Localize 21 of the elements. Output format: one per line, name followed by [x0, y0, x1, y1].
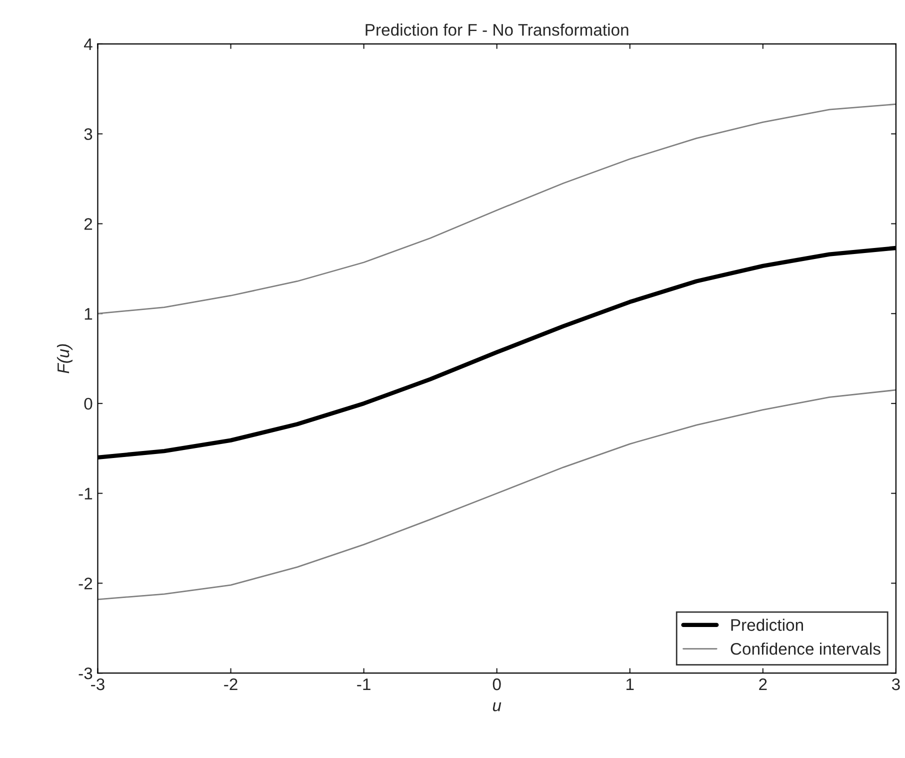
line-series: [98, 103, 896, 314]
y-tick-label: 3: [84, 128, 92, 140]
x-tick-label: 2: [759, 678, 767, 690]
legend-label: Prediction: [731, 618, 803, 631]
x-tick-label: 0: [492, 678, 501, 690]
legend-label: Confidence intervals: [730, 642, 880, 655]
y-tick-label: 2: [84, 218, 92, 230]
y-tick-label: 1: [84, 308, 92, 320]
x-axis-title: u: [492, 702, 502, 712]
y-tick-label: 0: [84, 398, 92, 410]
y-tick-label: -2: [78, 578, 92, 590]
x-tick-label: -1: [357, 678, 370, 690]
x-tick-label: 1: [626, 678, 634, 690]
y-tick-label: -3: [78, 668, 92, 680]
y-axis-title: F(u): [56, 344, 72, 374]
y-tick-label: 4: [84, 38, 92, 50]
y-tick-label: -1: [78, 488, 92, 500]
chart-title: Prediction for F - No Transformation: [366, 24, 628, 36]
x-tick-label: 3: [892, 678, 900, 690]
line-series: [98, 389, 896, 600]
x-tick-label: -2: [224, 678, 238, 690]
